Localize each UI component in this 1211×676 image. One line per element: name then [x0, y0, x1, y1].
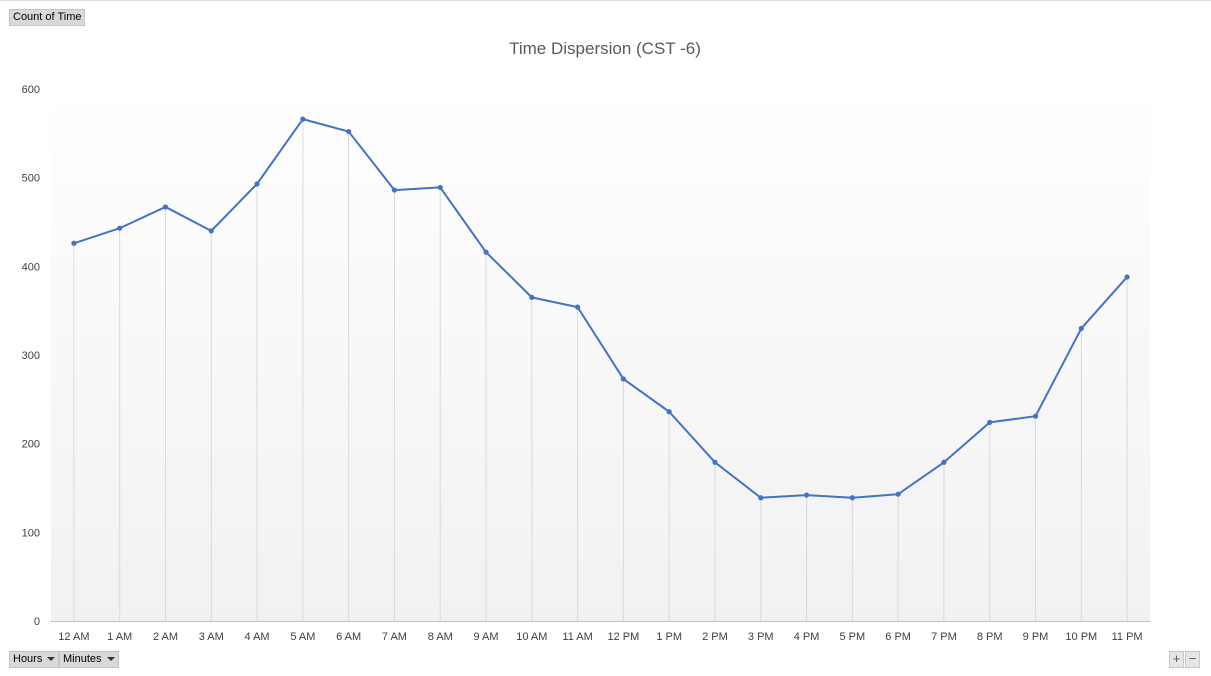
- data-point[interactable]: [941, 459, 947, 465]
- y-tick-label: 200: [22, 439, 40, 451]
- chart-title: Time Dispersion (CST -6): [509, 39, 701, 58]
- data-point[interactable]: [254, 181, 260, 187]
- row-field-label-hours: Hours: [13, 653, 43, 665]
- minus-icon: −: [1188, 651, 1197, 666]
- data-point[interactable]: [1124, 274, 1130, 280]
- row-field-button-hours[interactable]: Hours: [9, 651, 60, 668]
- data-point[interactable]: [437, 184, 443, 191]
- x-tick-label: 12 AM: [58, 631, 89, 643]
- x-tick-label: 7 AM: [382, 631, 407, 643]
- x-tick-label: 5 AM: [290, 631, 315, 643]
- y-tick-label: 400: [22, 261, 40, 273]
- plus-icon: +: [1172, 651, 1181, 666]
- x-tick-label: 12 PM: [607, 631, 639, 643]
- data-point[interactable]: [483, 249, 489, 255]
- x-tick-label: 8 AM: [428, 631, 453, 643]
- x-tick-label: 3 AM: [199, 631, 224, 643]
- x-tick-label: 6 PM: [885, 631, 911, 643]
- data-point[interactable]: [1032, 413, 1039, 419]
- data-point[interactable]: [803, 492, 810, 498]
- top-border: [0, 0, 1211, 1]
- data-point[interactable]: [987, 419, 993, 425]
- y-tick-label: 500: [22, 173, 40, 185]
- data-point[interactable]: [712, 459, 718, 465]
- data-point[interactable]: [300, 116, 306, 122]
- dropdown-arrow-icon: [106, 657, 115, 662]
- x-tick-label: 6 AM: [336, 631, 361, 643]
- zoom-out-button[interactable]: −: [1185, 651, 1200, 668]
- x-tick-label: 11 PM: [1112, 631, 1143, 643]
- x-tick-label: 7 PM: [931, 631, 957, 643]
- data-point[interactable]: [391, 187, 398, 193]
- x-tick-label: 3 PM: [748, 631, 774, 643]
- plot-area: [51, 89, 1150, 621]
- x-tick-label: 9 PM: [1023, 631, 1049, 643]
- data-point[interactable]: [529, 294, 535, 300]
- value-field-label: Count of Time: [13, 11, 82, 23]
- data-point[interactable]: [620, 376, 626, 382]
- y-tick-label: 100: [22, 527, 40, 539]
- x-tick-label: 10 AM: [516, 631, 547, 643]
- data-point[interactable]: [895, 491, 901, 497]
- x-tick-label: 11 AM: [562, 631, 592, 643]
- zoom-in-button[interactable]: +: [1169, 651, 1184, 668]
- x-tick-label: 2 AM: [153, 631, 178, 643]
- data-point[interactable]: [162, 204, 169, 210]
- row-field-button-minutes[interactable]: Minutes: [59, 651, 119, 668]
- x-tick-label: 5 PM: [840, 631, 866, 643]
- data-point[interactable]: [1078, 325, 1084, 331]
- data-point[interactable]: [117, 225, 123, 231]
- x-tick-label: 9 AM: [473, 631, 498, 643]
- value-field-button[interactable]: Count of Time: [9, 9, 86, 26]
- x-tick-label: 4 AM: [245, 631, 270, 643]
- x-tick-label: 2 PM: [702, 631, 728, 643]
- row-field-label-minutes: Minutes: [63, 653, 102, 665]
- y-tick-label: 0: [34, 616, 40, 628]
- x-tick-label: 4 PM: [794, 631, 820, 643]
- data-point[interactable]: [758, 495, 764, 501]
- x-tick-label: 8 PM: [977, 631, 1003, 643]
- data-point[interactable]: [71, 240, 77, 246]
- y-tick-label: 300: [22, 350, 40, 362]
- data-point[interactable]: [346, 128, 352, 135]
- data-point[interactable]: [575, 304, 581, 310]
- data-point[interactable]: [208, 228, 214, 234]
- series-line: [73, 118, 1128, 499]
- data-point[interactable]: [666, 409, 672, 415]
- x-tick-label: 10 PM: [1065, 631, 1097, 643]
- x-tick-label: 1 PM: [656, 631, 682, 643]
- x-tick-label: 1 AM: [107, 631, 132, 643]
- y-tick-label: 600: [22, 84, 40, 96]
- dropdown-arrow-icon: [47, 657, 56, 662]
- data-point[interactable]: [849, 495, 855, 501]
